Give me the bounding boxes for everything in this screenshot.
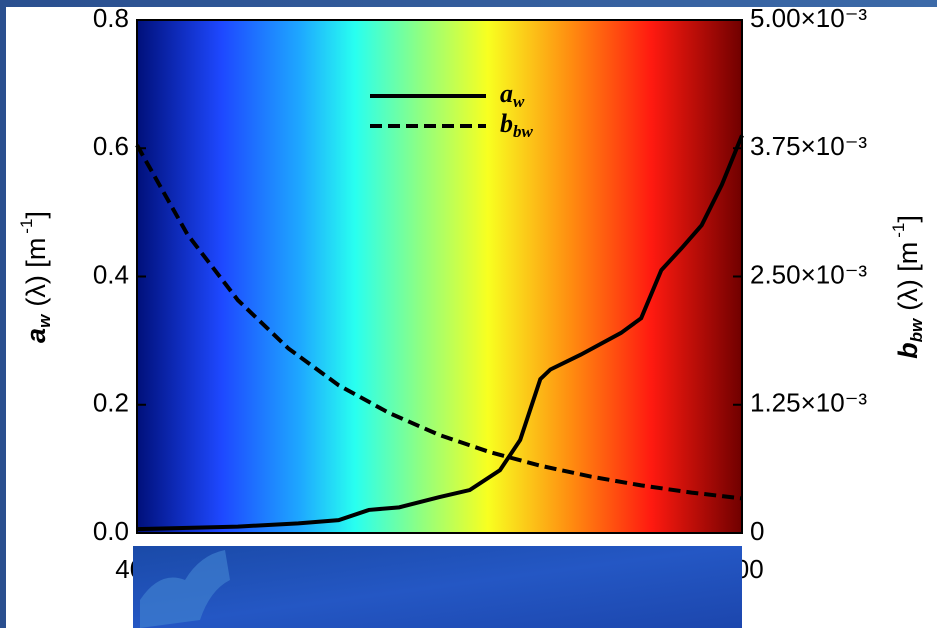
y2-axis-title: bbw(λ) [m-1] [889,215,926,359]
y-tick-label: 0.8 [93,3,129,33]
y-tick-label: 0.6 [93,131,129,161]
y2-tick-label: 0 [750,516,764,546]
legend-name: a [500,79,513,108]
y-tick-label: 0.4 [93,259,129,289]
y2-tick-label: 2.50×10⁻³ [750,259,867,289]
y2-tick-label: 1.25×10⁻³ [750,388,867,418]
y-tick-label: 0.0 [93,516,129,546]
y-tick-label: 0.2 [93,388,129,418]
side-bar [0,0,6,628]
y2-tick-label: 5.00×10⁻³ [750,3,867,33]
legend-name: b [500,109,513,138]
y2-tick-label: 3.75×10⁻³ [750,131,867,161]
legend-subscript: bw [513,122,534,141]
chart: 0.0 0.2 0.4 0.6 0.8 0 1.25×10⁻³ 2.50×10⁻³ 3.75×1… [0,0,937,628]
legend-subscript: w [513,92,525,111]
y-axis-title: aw(λ) [m-1] [17,211,54,343]
